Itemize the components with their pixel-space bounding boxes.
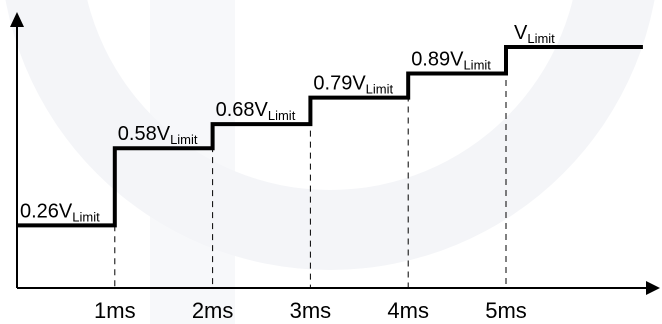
- x-axis-arrow: [646, 281, 660, 295]
- step-label-3: 0.68VLimit: [216, 99, 296, 123]
- y-axis-arrow: [10, 12, 24, 27]
- step-label-5: 0.89VLimit: [411, 49, 491, 73]
- x-tick-label-4: 4ms: [387, 298, 429, 323]
- step-line: [17, 45, 643, 228]
- step-labels: 0.26VLimit 0.58VLimit 0.68VLimit 0.79VLimit…: [20, 22, 555, 224]
- x-tick-label-3: 3ms: [290, 298, 332, 323]
- x-tick-label-2: 2ms: [192, 298, 234, 323]
- step-label-1: 0.26VLimit: [20, 200, 100, 224]
- x-tick-label-1: 1ms: [94, 298, 136, 323]
- x-tick-label-5: 5ms: [485, 298, 527, 323]
- axes: [10, 12, 660, 295]
- step-series: [17, 45, 643, 228]
- x-tick-labels: 1ms 2ms 3ms 4ms 5ms: [94, 298, 527, 323]
- step-label-6: VLimit: [514, 22, 555, 46]
- step-label-4: 0.79VLimit: [313, 73, 393, 97]
- step-label-2: 0.58VLimit: [118, 123, 198, 147]
